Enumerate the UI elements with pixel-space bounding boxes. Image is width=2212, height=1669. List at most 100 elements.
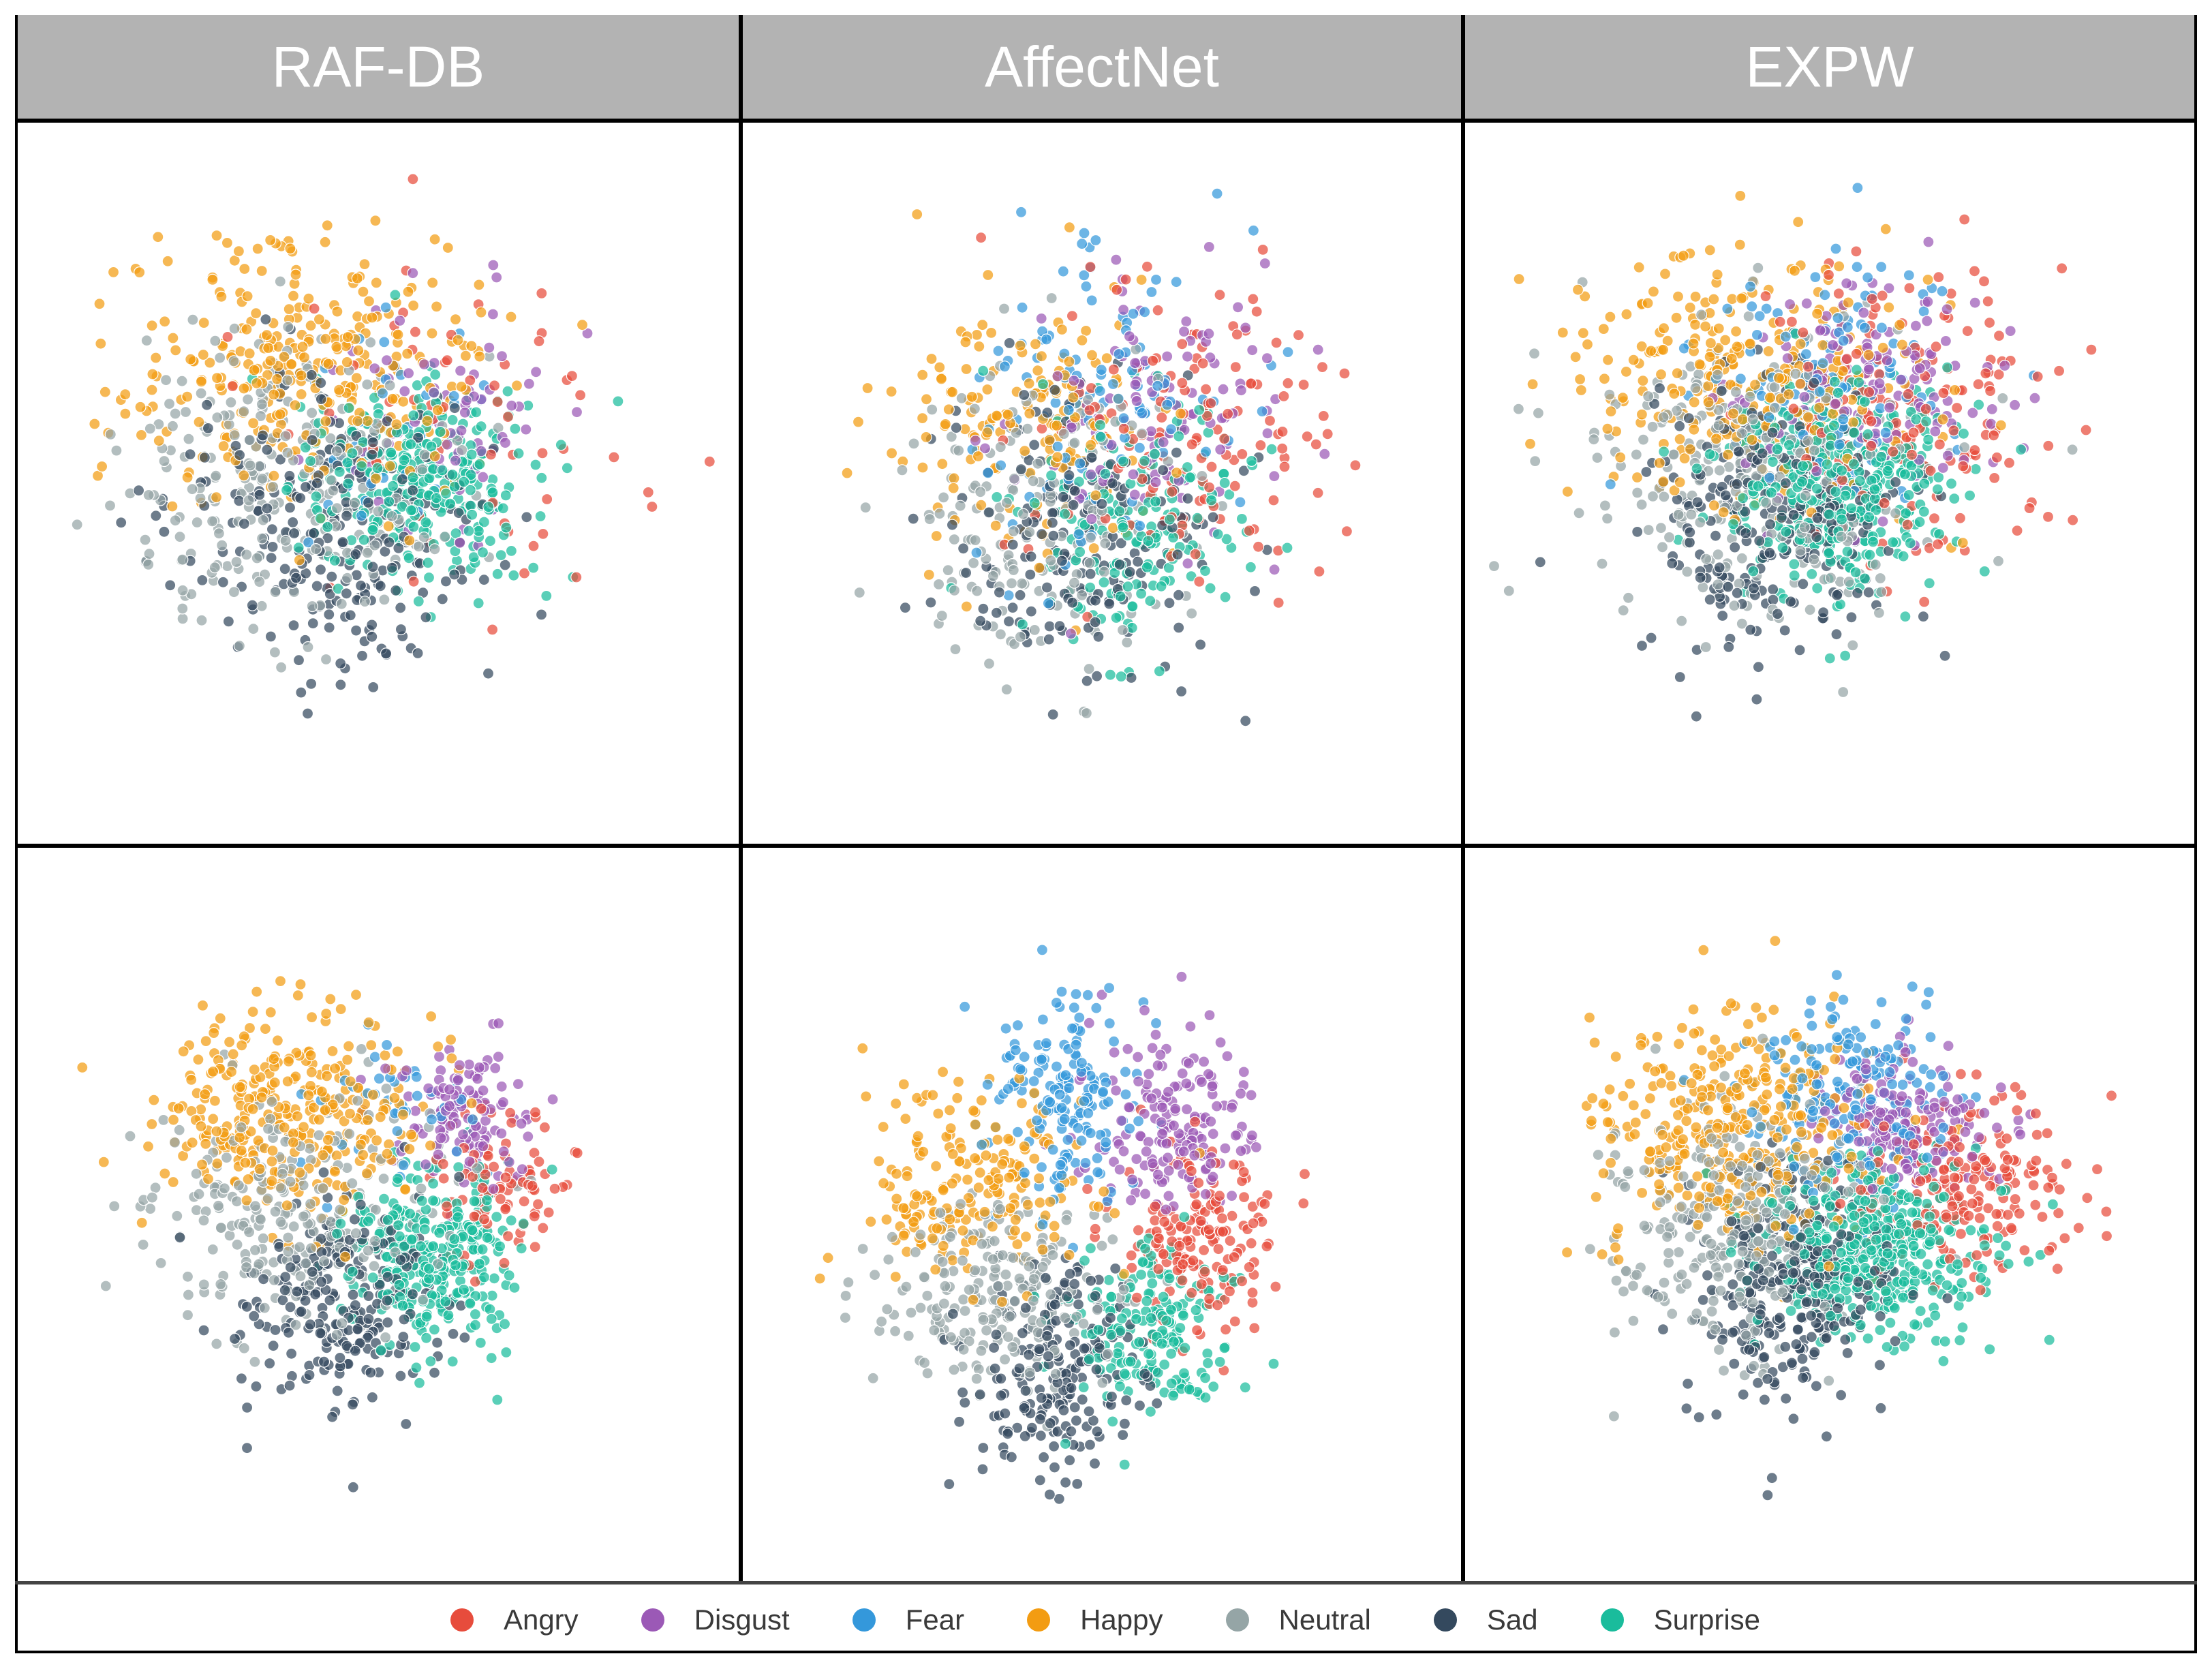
scatter-point-neutral xyxy=(1642,523,1655,536)
scatter-point-sad xyxy=(1817,606,1830,619)
scatter-point-fear xyxy=(1090,234,1102,247)
scatter-point-neutral xyxy=(279,430,292,442)
scatter-point-surprise xyxy=(314,512,326,525)
scatter-point-sad xyxy=(1089,594,1102,607)
scatter-point-happy xyxy=(99,386,111,398)
scatter-point-surprise xyxy=(1117,521,1129,534)
scatter-point-surprise xyxy=(495,549,507,562)
scatter-point-happy xyxy=(939,418,951,430)
scatter-point-angry xyxy=(1297,378,1310,391)
scatter-point-neutral xyxy=(1789,367,1802,380)
scatter-point-neutral xyxy=(316,1212,328,1225)
scatter-point-angry xyxy=(1205,397,1217,410)
scatter-point-happy xyxy=(217,440,230,453)
scatter-point-happy xyxy=(1056,323,1068,336)
scatter-point-angry xyxy=(491,396,504,408)
scatter-point-happy xyxy=(243,1022,256,1035)
scatter-point-surprise xyxy=(1832,386,1844,399)
scatter-point-neutral xyxy=(1889,507,1902,519)
scatter-point-sad xyxy=(1717,609,1729,622)
scatter-point-happy xyxy=(210,491,223,504)
scatter-point-disgust xyxy=(407,267,419,279)
scatter-point-happy xyxy=(335,1003,347,1015)
scatter-point-surprise xyxy=(1704,448,1716,461)
scatter-point-happy xyxy=(167,1176,179,1189)
scatter-point-fear xyxy=(1136,407,1148,419)
scatter-point-neutral xyxy=(1685,508,1698,521)
scatter-point-fear xyxy=(1604,478,1616,491)
scatter-svg-expw-top xyxy=(1488,181,2098,722)
scatter-point-disgust xyxy=(472,1073,484,1085)
scatter-point-sad xyxy=(521,511,533,523)
scatter-point-happy xyxy=(1035,350,1048,363)
scatter-point-disgust xyxy=(473,1061,486,1073)
scatter-point-disgust xyxy=(1086,512,1098,525)
scatter-point-surprise xyxy=(1126,600,1139,613)
scatter-point-sad xyxy=(233,495,245,507)
scatter-point-angry xyxy=(488,380,501,392)
scatter-point-sad xyxy=(1090,670,1103,682)
scatter-point-disgust xyxy=(454,365,467,377)
scatter-point-sad xyxy=(340,587,352,600)
scatter-point-surprise xyxy=(356,460,368,472)
scatter-point-happy xyxy=(432,1041,444,1053)
scatter-point-angry xyxy=(1850,348,1862,360)
scatter-point-angry xyxy=(226,380,239,393)
scatter-point-sad xyxy=(1862,586,1875,598)
outer-border-left xyxy=(15,15,18,1653)
scatter-point-disgust xyxy=(1985,418,1997,430)
scatter-point-happy xyxy=(107,266,120,278)
scatter-point-disgust xyxy=(506,399,518,412)
scatter-point-neutral xyxy=(1824,572,1837,584)
scatter-point-angry xyxy=(1243,524,1255,537)
scatter-point-happy xyxy=(196,999,209,1011)
scatter-point-happy xyxy=(1033,562,1045,574)
scatter-point-sad xyxy=(395,602,407,614)
scatter-point-fear xyxy=(1841,321,1854,333)
scatter-point-sad xyxy=(366,448,378,461)
scatter-point-happy xyxy=(911,208,923,221)
scatter-point-happy xyxy=(429,450,441,463)
scatter-point-neutral xyxy=(1874,572,1886,585)
scatter-point-angry xyxy=(1250,305,1263,318)
scatter-point-angry xyxy=(541,493,553,506)
scatter-point-sad xyxy=(406,484,419,497)
scatter-point-sad xyxy=(960,566,972,579)
scatter-point-happy xyxy=(95,460,108,473)
scatter-point-sad xyxy=(1131,555,1144,568)
scatter-point-sad xyxy=(1002,615,1015,628)
scatter-point-neutral xyxy=(1736,427,1748,440)
scatter-point-angry xyxy=(485,448,497,461)
scatter-point-disgust xyxy=(1203,241,1215,253)
scatter-point-sad xyxy=(1238,465,1250,477)
scatter-point-neutral xyxy=(140,335,153,347)
scatter-point-surprise xyxy=(1836,464,1848,477)
scatter-point-happy xyxy=(195,376,207,388)
scatter-point-happy xyxy=(256,264,268,277)
scatter-point-neutral xyxy=(1700,641,1712,654)
scatter-point-happy xyxy=(1717,506,1730,519)
scatter-point-sad xyxy=(366,630,378,643)
scatter-point-disgust xyxy=(1051,370,1064,382)
scatter-point-happy xyxy=(1689,318,1702,331)
scatter-point-neutral xyxy=(1596,557,1608,570)
scatter-point-disgust xyxy=(487,259,500,271)
scatter-point-neutral xyxy=(1635,498,1648,511)
scatter-point-angry xyxy=(1933,271,1945,284)
scatter-point-happy xyxy=(1174,408,1187,420)
scatter-point-disgust xyxy=(460,395,473,407)
scatter-point-neutral xyxy=(281,446,294,459)
scatter-point-angry xyxy=(409,326,422,338)
scatter-point-neutral xyxy=(1798,521,1811,534)
scatter-point-happy xyxy=(1616,392,1629,404)
scatter-point-disgust xyxy=(1131,395,1143,407)
scatter-point-sad xyxy=(266,540,279,553)
scatter-point-sad xyxy=(452,507,465,519)
scatter-point-surprise xyxy=(1244,561,1257,573)
scatter-point-neutral xyxy=(429,543,441,555)
scatter-point-disgust xyxy=(1798,391,1811,403)
scatter-point-neutral xyxy=(361,378,373,391)
scatter-point-surprise xyxy=(425,1355,437,1368)
scatter-point-sad xyxy=(1025,605,1037,617)
scatter-point-sad xyxy=(977,602,989,615)
